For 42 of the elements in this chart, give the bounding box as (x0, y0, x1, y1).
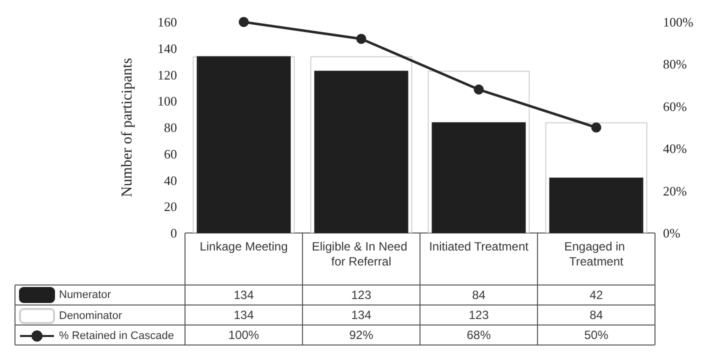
y-tick-label: 0 (170, 226, 177, 240)
data-label: 100% (228, 328, 260, 342)
data-label: 123 (468, 308, 490, 322)
bar (549, 178, 644, 233)
data-label: 134 (351, 308, 372, 322)
y-tick-label: 140 (158, 40, 177, 56)
y-tick-label: 20 (164, 199, 177, 214)
y-tick-label: 100 (158, 94, 177, 109)
y-tick-label: 120 (158, 67, 177, 82)
legend-label: % Retained in Cascade (59, 330, 174, 342)
point (356, 34, 366, 44)
x-tick-label: Eligible & In Need for Referral (312, 240, 411, 268)
data-label: 50% (584, 328, 609, 342)
data-label: 42 (590, 288, 604, 302)
point (474, 84, 484, 95)
point (591, 122, 602, 132)
y-tick-label: 40 (164, 172, 177, 188)
y-tick-label: 160 (158, 14, 177, 30)
legend-label: Denominator (59, 310, 122, 322)
y2-tick-label: 40% (663, 141, 687, 156)
bar (432, 122, 526, 233)
y2-tick-label: 20% (663, 183, 687, 198)
y2-tick-label: 100% (663, 14, 694, 30)
y-tick-label: 80 (164, 120, 177, 135)
bar (314, 70, 408, 233)
legend-label: Numerator (59, 289, 112, 301)
y-axis-title: Number of participants (120, 58, 136, 198)
data-label: 134 (234, 308, 254, 322)
data-label: 84 (590, 308, 604, 322)
data-label: 68% (466, 328, 492, 342)
y2-tick-label: 80% (663, 56, 687, 72)
point (238, 17, 249, 27)
y-tick-label: 60 (164, 146, 177, 162)
y2-tick-label: 60% (663, 98, 687, 114)
y2-tick-label: 0% (663, 226, 680, 240)
x-tick-label: Engaged in Treatment (564, 240, 628, 268)
data-label: 134 (234, 288, 254, 302)
x-tick-label: Initiated Treatment (429, 240, 530, 254)
data-label: 92% (349, 328, 374, 342)
x-tick-label: Linkage Meeting (200, 240, 288, 254)
data-label: 84 (472, 288, 486, 302)
data-label: 123 (351, 288, 372, 302)
